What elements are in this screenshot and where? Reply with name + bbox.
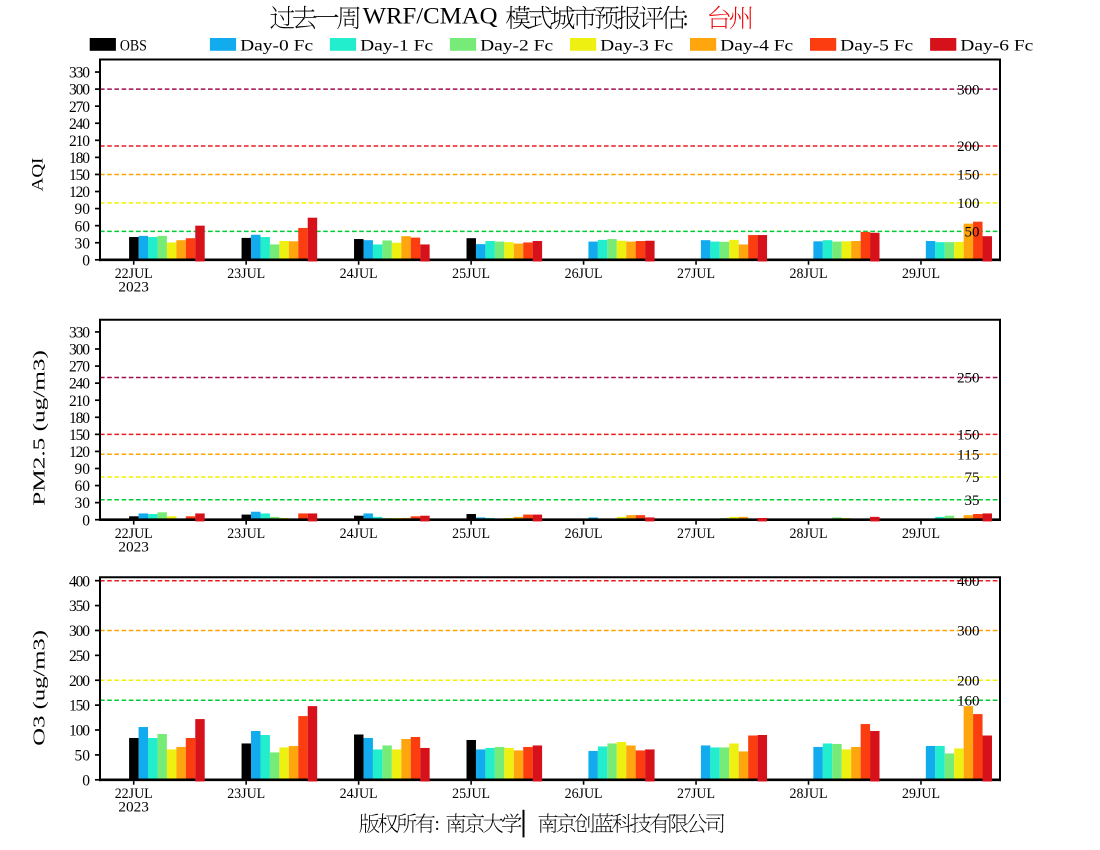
svg-text:270: 270 (69, 359, 90, 376)
svg-text:240: 240 (69, 116, 90, 133)
svg-text:22JUL: 22JUL (115, 526, 153, 542)
svg-text:250: 250 (957, 371, 979, 387)
svg-text:29JUL: 29JUL (902, 786, 940, 802)
svg-text:29JUL: 29JUL (902, 266, 940, 282)
svg-text:210: 210 (69, 133, 90, 150)
svg-text:150: 150 (69, 427, 90, 444)
svg-text:75: 75 (965, 470, 980, 486)
svg-text:160: 160 (957, 693, 979, 709)
svg-text:25JUL: 25JUL (452, 786, 490, 802)
svg-text:180: 180 (69, 150, 90, 167)
svg-text:150: 150 (69, 698, 90, 715)
svg-text:400: 400 (957, 574, 979, 590)
svg-text:300: 300 (69, 342, 90, 359)
svg-text:350: 350 (69, 598, 90, 615)
svg-text:2023: 2023 (118, 280, 149, 296)
svg-text:120: 120 (69, 444, 90, 461)
svg-text:200: 200 (957, 139, 979, 155)
svg-text:22JUL: 22JUL (115, 266, 153, 282)
svg-text:30: 30 (75, 495, 91, 512)
svg-text:60: 60 (75, 478, 91, 495)
svg-text:23JUL: 23JUL (227, 526, 265, 542)
svg-text:50: 50 (75, 748, 91, 765)
svg-text:100: 100 (957, 196, 979, 212)
svg-text:100: 100 (69, 723, 90, 740)
svg-text:150: 150 (957, 428, 979, 444)
svg-text:2023: 2023 (118, 540, 149, 556)
svg-text:WRF/CMAQ: WRF/CMAQ (363, 4, 498, 29)
svg-text:60: 60 (75, 218, 91, 235)
svg-text:35: 35 (965, 493, 980, 509)
svg-text:O3 (ug/m3): O3 (ug/m3) (30, 630, 49, 746)
svg-text:Day-6 Fc: Day-6 Fc (960, 37, 1033, 54)
svg-text:200: 200 (957, 673, 979, 689)
svg-text:26JUL: 26JUL (565, 266, 603, 282)
svg-text:90: 90 (75, 201, 91, 218)
svg-text:150: 150 (69, 167, 90, 184)
svg-text:27JUL: 27JUL (677, 266, 715, 282)
svg-text::: : (435, 814, 440, 835)
svg-text:90: 90 (75, 461, 91, 478)
svg-text:250: 250 (69, 648, 90, 665)
svg-text:50: 50 (965, 225, 980, 241)
svg-text:115: 115 (957, 448, 979, 464)
svg-text:0: 0 (82, 512, 90, 529)
svg-text:25JUL: 25JUL (452, 526, 490, 542)
svg-text:120: 120 (69, 184, 90, 201)
svg-text:28JUL: 28JUL (790, 786, 828, 802)
svg-text:29JUL: 29JUL (902, 526, 940, 542)
svg-text:0: 0 (82, 252, 90, 269)
svg-text:AQI: AQI (30, 158, 47, 192)
svg-text:300: 300 (957, 82, 979, 98)
svg-text:Day-2 Fc: Day-2 Fc (480, 37, 553, 54)
svg-text:27JUL: 27JUL (677, 786, 715, 802)
svg-text:330: 330 (69, 325, 90, 342)
svg-text::: : (683, 6, 689, 31)
svg-text:28JUL: 28JUL (790, 526, 828, 542)
svg-text:300: 300 (957, 624, 979, 640)
svg-text:150: 150 (957, 168, 979, 184)
svg-text:24JUL: 24JUL (340, 266, 378, 282)
svg-text:OBS: OBS (120, 37, 147, 54)
svg-text:0: 0 (82, 772, 90, 789)
svg-text:24JUL: 24JUL (340, 526, 378, 542)
svg-text:Day-0 Fc: Day-0 Fc (240, 37, 313, 54)
svg-text:Day-5 Fc: Day-5 Fc (840, 37, 913, 54)
svg-text:28JUL: 28JUL (790, 266, 828, 282)
svg-text:23JUL: 23JUL (227, 786, 265, 802)
svg-text:22JUL: 22JUL (115, 786, 153, 802)
svg-text:2023: 2023 (118, 800, 149, 816)
svg-text:26JUL: 26JUL (565, 786, 603, 802)
svg-text:240: 240 (69, 376, 90, 393)
svg-text:25JUL: 25JUL (452, 266, 490, 282)
svg-text:400: 400 (69, 573, 90, 590)
svg-text:330: 330 (69, 65, 90, 82)
svg-text:200: 200 (69, 673, 90, 690)
svg-text:300: 300 (69, 82, 90, 99)
svg-text:30: 30 (75, 235, 91, 252)
svg-text:Day-1 Fc: Day-1 Fc (360, 37, 433, 54)
svg-text:27JUL: 27JUL (677, 526, 715, 542)
svg-text:Day-4 Fc: Day-4 Fc (720, 37, 793, 54)
svg-text:Day-3 Fc: Day-3 Fc (600, 37, 673, 54)
svg-text:26JUL: 26JUL (565, 526, 603, 542)
svg-text:PM2.5 (ug/m3): PM2.5 (ug/m3) (30, 350, 49, 506)
svg-text:23JUL: 23JUL (227, 266, 265, 282)
svg-text:180: 180 (69, 410, 90, 427)
svg-text:270: 270 (69, 99, 90, 116)
svg-text:300: 300 (69, 623, 90, 640)
svg-text:210: 210 (69, 393, 90, 410)
svg-text:24JUL: 24JUL (340, 786, 378, 802)
